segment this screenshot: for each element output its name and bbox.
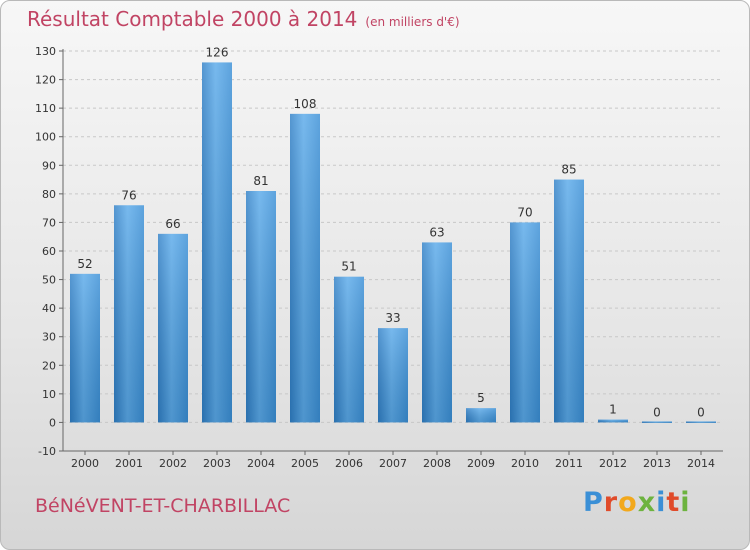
x-tick-label: 2002 xyxy=(159,457,187,470)
bar-value-label: 5 xyxy=(477,391,485,405)
bar-value-label: 63 xyxy=(429,225,444,239)
bar-shade xyxy=(114,205,144,423)
bar-value-label: 70 xyxy=(517,205,532,219)
bar-value-label: 76 xyxy=(121,188,136,202)
logo-letter: o xyxy=(618,487,638,518)
x-tick-label: 2005 xyxy=(291,457,319,470)
logo-letter: t xyxy=(666,487,681,518)
logo-letter: x xyxy=(637,487,657,518)
bar-value-label: 108 xyxy=(294,97,317,111)
y-tick-label: 120 xyxy=(35,74,56,87)
y-tick-label: 130 xyxy=(35,45,56,58)
commune-name: BéNéVENT-ET-CHARBILLAC xyxy=(35,495,291,517)
bar-shade xyxy=(158,233,188,423)
x-tick-label: 2010 xyxy=(511,457,539,470)
y-tick-label: 0 xyxy=(49,416,56,429)
chart-title-text: Résultat Comptable 2000 à 2014 xyxy=(27,7,358,31)
chart-subtitle: (en milliers d'€) xyxy=(365,15,460,29)
x-tick-label: 2009 xyxy=(467,457,495,470)
chart-title: Résultat Comptable 2000 à 2014 (en millie… xyxy=(27,7,460,31)
bar-value-label: 0 xyxy=(653,405,661,419)
bar-shade xyxy=(246,191,276,423)
bar-shade xyxy=(466,408,496,423)
logo-letter: P xyxy=(583,487,604,518)
bar-value-label: 52 xyxy=(77,257,92,271)
bar-shade xyxy=(554,179,584,423)
y-tick-label: 10 xyxy=(42,388,56,401)
bar-value-label: 85 xyxy=(561,163,576,177)
x-tick-label: 2012 xyxy=(599,457,627,470)
y-tick-label: 60 xyxy=(42,245,56,258)
bar-shade xyxy=(70,273,100,423)
proxiti-logo: Proxiti xyxy=(583,487,691,518)
bar-shade xyxy=(642,421,672,423)
y-tick-label: 20 xyxy=(42,359,56,372)
bar-value-label: 0 xyxy=(697,405,705,419)
x-tick-label: 2006 xyxy=(335,457,363,470)
y-tick-label: 40 xyxy=(42,302,56,315)
y-tick-label: 110 xyxy=(35,102,56,115)
logo-letter: r xyxy=(603,487,619,518)
x-tick-label: 2001 xyxy=(115,457,143,470)
y-tick-label: -10 xyxy=(38,445,56,458)
bar-shade xyxy=(510,222,540,423)
bar-value-label: 66 xyxy=(165,217,180,231)
bar-shade xyxy=(686,421,716,423)
x-tick-label: 2003 xyxy=(203,457,231,470)
bars xyxy=(70,62,716,423)
x-tick-label: 2000 xyxy=(71,457,99,470)
bar-shade xyxy=(290,113,320,423)
bar-shade xyxy=(202,62,232,423)
y-tick-label: 50 xyxy=(42,274,56,287)
x-tick-label: 2014 xyxy=(687,457,715,470)
logo-letter: i xyxy=(680,487,691,518)
bar-shade xyxy=(378,328,408,423)
x-tick-label: 2004 xyxy=(247,457,275,470)
x-tick-label: 2011 xyxy=(555,457,583,470)
x-tick-label: 2013 xyxy=(643,457,671,470)
y-tick-label: 90 xyxy=(42,159,56,172)
bar-shade xyxy=(422,242,452,423)
bar-value-label: 1 xyxy=(609,403,617,417)
bar-value-label: 51 xyxy=(341,260,356,274)
bar-value-label: 81 xyxy=(253,174,268,188)
logo-letter: i xyxy=(656,487,667,518)
value-labels: 52 76 66 126 81 108 51 33 63 5 70 85 1 0 0 xyxy=(77,45,704,419)
bar-shade xyxy=(334,276,364,423)
y-tick-label: 70 xyxy=(42,216,56,229)
x-tick-label: 2007 xyxy=(379,457,407,470)
y-tick-label: 30 xyxy=(42,331,56,344)
y-tick-label: 80 xyxy=(42,188,56,201)
bar-value-label: 126 xyxy=(206,45,229,59)
bar-shade xyxy=(598,419,628,423)
y-tick-label: 100 xyxy=(35,131,56,144)
x-tick-label: 2008 xyxy=(423,457,451,470)
bar-value-label: 33 xyxy=(385,311,400,325)
